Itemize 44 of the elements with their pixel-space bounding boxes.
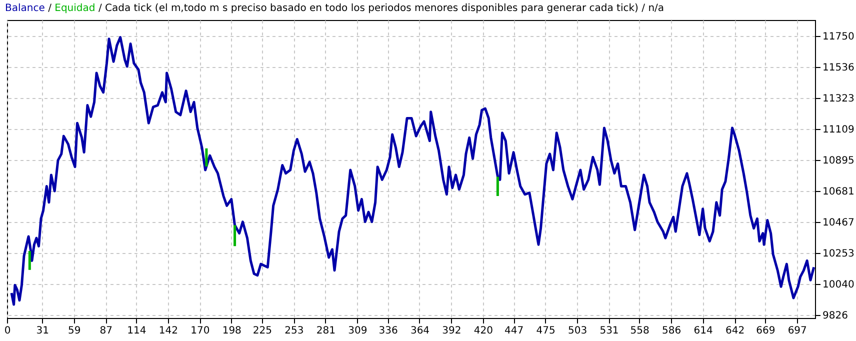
text: / <box>642 3 645 14</box>
x-tick-label: 586 <box>662 326 682 336</box>
text: n/a <box>648 3 664 14</box>
x-tick-label: 281 <box>316 326 336 336</box>
y-tick-label: 10253 <box>822 248 854 260</box>
y-tick-label: 10040 <box>822 280 854 291</box>
text: / <box>48 3 52 14</box>
x-tick-label: 364 <box>410 326 430 336</box>
x-tick-label: 420 <box>474 326 494 336</box>
x-tick-label: 253 <box>284 326 304 336</box>
chart-title: Cada tick (el m,todo m s preciso basado en todo los periodos menores disponibles para generar cada tick) <box>105 3 638 14</box>
y-tick-label: 11750 <box>822 31 854 42</box>
x-tick-label: 59 <box>68 326 81 336</box>
x-tick-label: 31 <box>36 326 49 336</box>
y-tick-label: 10681 <box>822 186 854 198</box>
x-tick-label: 170 <box>190 326 210 336</box>
x-tick-label: 392 <box>442 326 462 336</box>
line-series <box>10 36 815 306</box>
y-tick-label: 11109 <box>822 124 854 136</box>
y-tick-label: 9826 <box>822 310 848 322</box>
x-tick-label: 697 <box>788 326 807 336</box>
x-tick-label: 531 <box>600 326 619 336</box>
x-tick-label: 0 <box>4 326 11 336</box>
x-tick-label: 558 <box>630 326 650 336</box>
x-tick-label: 225 <box>252 326 272 336</box>
y-tick-label: 11323 <box>822 93 854 104</box>
x-tick-label: 503 <box>568 326 588 336</box>
x-tick-label: 198 <box>222 326 242 336</box>
text: Balance <box>5 3 45 14</box>
x-tick-label: 336 <box>378 326 398 336</box>
x-tick-label: 87 <box>100 326 112 336</box>
x-tick-label: 614 <box>694 326 713 336</box>
x-tick-label: 447 <box>504 326 524 336</box>
x-tick-label: 475 <box>536 326 556 336</box>
x-tick-label: 642 <box>725 326 745 336</box>
y-tick-label: 10895 <box>822 156 854 167</box>
x-tick-label: 309 <box>348 326 368 336</box>
text: / <box>98 3 102 14</box>
x-tick-label: 142 <box>158 326 178 336</box>
y-tick-label: 10467 <box>822 218 854 229</box>
y-tick-label: 11536 <box>822 62 854 74</box>
x-tick-label: 669 <box>756 326 776 336</box>
x-tick-label: 114 <box>127 326 146 336</box>
text: Equidad <box>54 3 96 14</box>
